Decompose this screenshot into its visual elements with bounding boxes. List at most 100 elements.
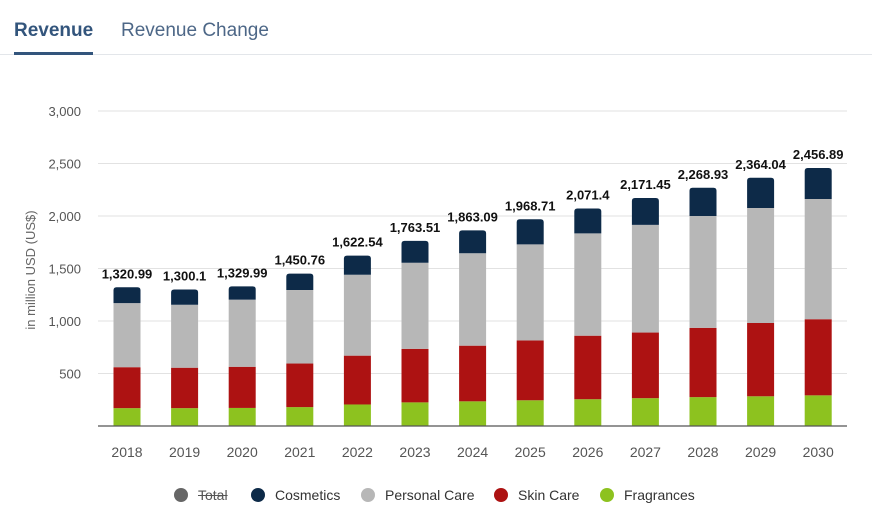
- y-axis-label: in million USD (US$): [23, 210, 38, 329]
- y-tick-label: 500: [59, 367, 81, 382]
- x-tick-label: 2026: [572, 444, 603, 460]
- tab-revenue-change[interactable]: Revenue Change: [121, 20, 269, 41]
- x-tick-label: 2027: [630, 444, 661, 460]
- legend-swatch-fragrances: [600, 488, 614, 502]
- bar-segment-fragrances: [171, 408, 199, 426]
- bar-segment-skin-care: [516, 340, 544, 401]
- bar-segment-personal-care: [228, 299, 256, 367]
- x-tick-label: 2029: [745, 444, 776, 460]
- bar-segment-fragrances: [689, 397, 717, 426]
- legend-swatch-skin-care: [494, 488, 508, 502]
- bar-segment-fragrances: [459, 401, 487, 426]
- bar-segment-personal-care: [401, 262, 429, 349]
- y-tick-label: 2,500: [48, 157, 81, 172]
- bar-segment-skin-care: [804, 319, 832, 396]
- bar-total-label: 1,329.99: [217, 265, 268, 280]
- legend-item-cosmetics[interactable]: Cosmetics: [251, 484, 340, 506]
- bar-segment-personal-care: [804, 198, 832, 320]
- bar-total-label: 1,450.76: [274, 253, 325, 268]
- bar-segment-cosmetics: [516, 219, 544, 245]
- bar-segment-skin-care: [459, 345, 487, 402]
- bar-total-label: 2,456.89: [793, 147, 844, 162]
- bar-segment-personal-care: [516, 244, 544, 341]
- bar-segment-cosmetics: [459, 230, 487, 254]
- x-tick-label: 2022: [342, 444, 373, 460]
- legend-swatch-cosmetics: [251, 488, 265, 502]
- legend-label-skin-care: Skin Care: [518, 487, 580, 503]
- x-tick-label: 2030: [803, 444, 834, 460]
- bar-segment-skin-care: [689, 327, 717, 398]
- bar-segment-fragrances: [286, 407, 314, 426]
- legend-item-fragrances[interactable]: Fragrances: [600, 484, 695, 506]
- bar-segment-cosmetics: [171, 289, 199, 305]
- y-tick-label: 1,500: [48, 262, 81, 277]
- legend-item-total[interactable]: Total: [174, 484, 228, 506]
- x-tick-label: 2021: [284, 444, 315, 460]
- bar-segment-fragrances: [228, 407, 256, 426]
- bar-total-label: 1,968.71: [505, 198, 556, 213]
- bar-total-label: 1,622.54: [332, 235, 383, 250]
- tab-bar: Revenue Revenue Change: [0, 0, 872, 55]
- x-tick-label: 2028: [687, 444, 718, 460]
- bar-total-label: 1,863.09: [447, 209, 498, 224]
- bar-segment-personal-care: [343, 274, 371, 356]
- bar-segment-fragrances: [401, 402, 429, 426]
- bar-segment-cosmetics: [804, 168, 832, 199]
- bar-segment-cosmetics: [689, 187, 717, 216]
- x-tick-label: 2025: [515, 444, 546, 460]
- legend-swatch-total: [174, 488, 188, 502]
- bar-segment-cosmetics: [631, 197, 659, 225]
- bar-segment-personal-care: [689, 216, 717, 328]
- bar-segment-fragrances: [516, 400, 544, 426]
- x-tick-label: 2023: [399, 444, 430, 460]
- bar-segment-skin-care: [228, 366, 256, 408]
- bar-segment-skin-care: [747, 322, 775, 397]
- bar-segment-cosmetics: [113, 287, 141, 304]
- bar-segment-personal-care: [459, 253, 487, 346]
- legend-label-cosmetics: Cosmetics: [275, 487, 341, 503]
- bar-segment-skin-care: [631, 332, 659, 399]
- bar-total-label: 1,320.99: [102, 266, 153, 281]
- bar-segment-cosmetics: [286, 273, 314, 291]
- bar-segment-skin-care: [171, 367, 199, 409]
- bar-segment-skin-care: [401, 348, 429, 403]
- bar-segment-fragrances: [113, 408, 141, 426]
- revenue-stacked-bar-chart: 500 1,000 1,500 2,000 2,500 3,000 in million U…: [23, 104, 847, 460]
- bar-total-label: 2,171.45: [620, 177, 671, 192]
- bar-segment-skin-care: [343, 355, 371, 405]
- legend-label-total: Total: [198, 487, 228, 503]
- bar-segment-skin-care: [113, 367, 141, 409]
- legend-swatch-personal-care: [361, 488, 375, 502]
- bar-segment-personal-care: [113, 303, 141, 368]
- x-tick-label: 2019: [169, 444, 200, 460]
- bar-segment-cosmetics: [228, 286, 256, 300]
- bar-total-label: 1,763.51: [390, 220, 441, 235]
- chart-legend: Total Cosmetics Personal Care Skin Care …: [0, 484, 872, 506]
- x-tick-label: 2020: [227, 444, 258, 460]
- y-tick-label: 3,000: [48, 104, 81, 119]
- x-tick-label: 2024: [457, 444, 488, 460]
- bar-total-label: 2,268.93: [678, 167, 729, 182]
- y-tick-label: 2,000: [48, 209, 81, 224]
- bar-segment-fragrances: [804, 395, 832, 426]
- legend-item-skin-care[interactable]: Skin Care: [494, 484, 579, 506]
- tab-revenue[interactable]: Revenue: [14, 20, 94, 55]
- bar-segment-cosmetics: [343, 255, 371, 275]
- bar-segment-fragrances: [574, 399, 602, 426]
- bar-segment-personal-care: [574, 233, 602, 336]
- bar-segment-skin-care: [574, 335, 602, 400]
- legend-label-personal-care: Personal Care: [385, 487, 475, 503]
- bar-segment-cosmetics: [747, 177, 775, 209]
- bar-segment-personal-care: [286, 290, 314, 364]
- bar-segment-personal-care: [171, 304, 199, 368]
- legend-label-fragrances: Fragrances: [624, 487, 695, 503]
- bar-segment-fragrances: [747, 396, 775, 426]
- bar-total-label: 2,071.4: [566, 188, 610, 203]
- legend-item-personal-care[interactable]: Personal Care: [361, 484, 475, 506]
- bar-segment-cosmetics: [574, 208, 602, 234]
- bar-total-label: 2,364.04: [735, 157, 786, 172]
- bar-segment-personal-care: [747, 208, 775, 323]
- bar-segment-skin-care: [286, 363, 314, 408]
- bar-segment-fragrances: [631, 398, 659, 426]
- bar-segment-cosmetics: [401, 240, 429, 263]
